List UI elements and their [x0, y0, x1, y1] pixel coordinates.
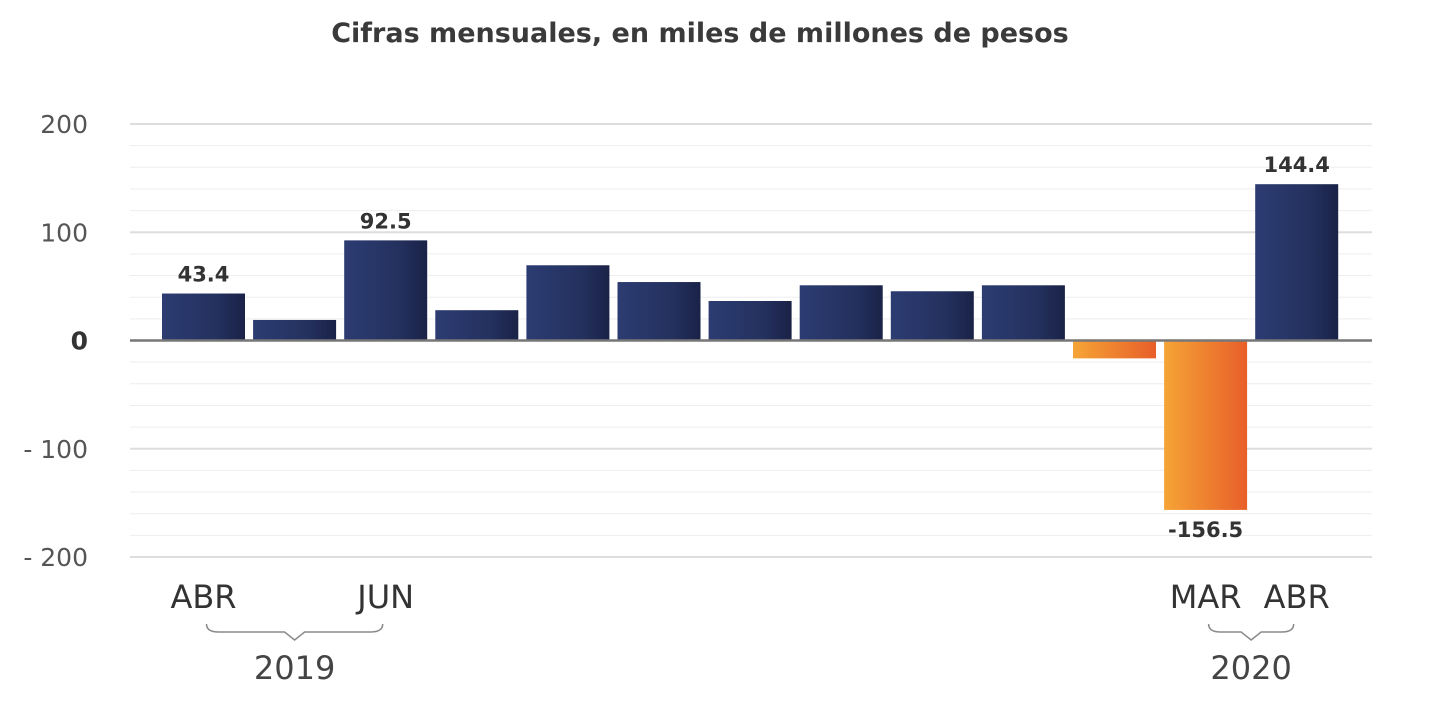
data-label: -156.5 — [1168, 518, 1243, 542]
bars — [162, 184, 1339, 510]
bar-positive — [253, 319, 337, 341]
year-bracket — [1207, 623, 1295, 641]
year-groups: 2019 2020 — [205, 623, 1295, 687]
x-axis-label: ABR — [170, 578, 236, 616]
bar-positive — [344, 240, 428, 341]
bar-positive — [799, 285, 883, 341]
chart-title: Cifras mensuales, en miles de millones d… — [331, 18, 1069, 49]
bar-positive — [526, 265, 610, 341]
y-tick-label: 100 — [40, 218, 88, 247]
y-tick-label: - 100 — [23, 435, 88, 464]
data-label: 43.4 — [178, 263, 230, 287]
bar-positive — [981, 285, 1065, 341]
year-label: 2020 — [1210, 649, 1291, 687]
bar-positive — [1255, 184, 1339, 341]
bar-negative — [1164, 340, 1248, 510]
year-bracket — [205, 623, 384, 641]
bar-positive — [708, 300, 792, 341]
data-label: 144.4 — [1263, 153, 1329, 177]
bar-positive — [162, 293, 245, 341]
bar-positive — [617, 282, 701, 341]
bar-positive — [435, 310, 519, 341]
y-axis-ticks: 200 100 0 - 100 - 200 — [23, 110, 88, 572]
bar-positive — [890, 291, 974, 341]
y-tick-label: - 200 — [23, 543, 88, 572]
x-axis-label: MAR — [1170, 578, 1242, 616]
bar-negative — [1073, 340, 1156, 359]
y-tick-label: 200 — [40, 110, 88, 139]
y-tick-label: 0 — [71, 327, 88, 356]
x-axis-label: JUN — [355, 578, 414, 616]
data-label: 92.5 — [360, 209, 412, 233]
x-axis-label: ABR — [1264, 578, 1330, 616]
x-axis-labels: ABR JUN MAR ABR — [170, 578, 1329, 616]
data-labels: 43.4 92.5 -156.5 144.4 — [178, 153, 1330, 542]
year-label: 2019 — [254, 649, 335, 687]
